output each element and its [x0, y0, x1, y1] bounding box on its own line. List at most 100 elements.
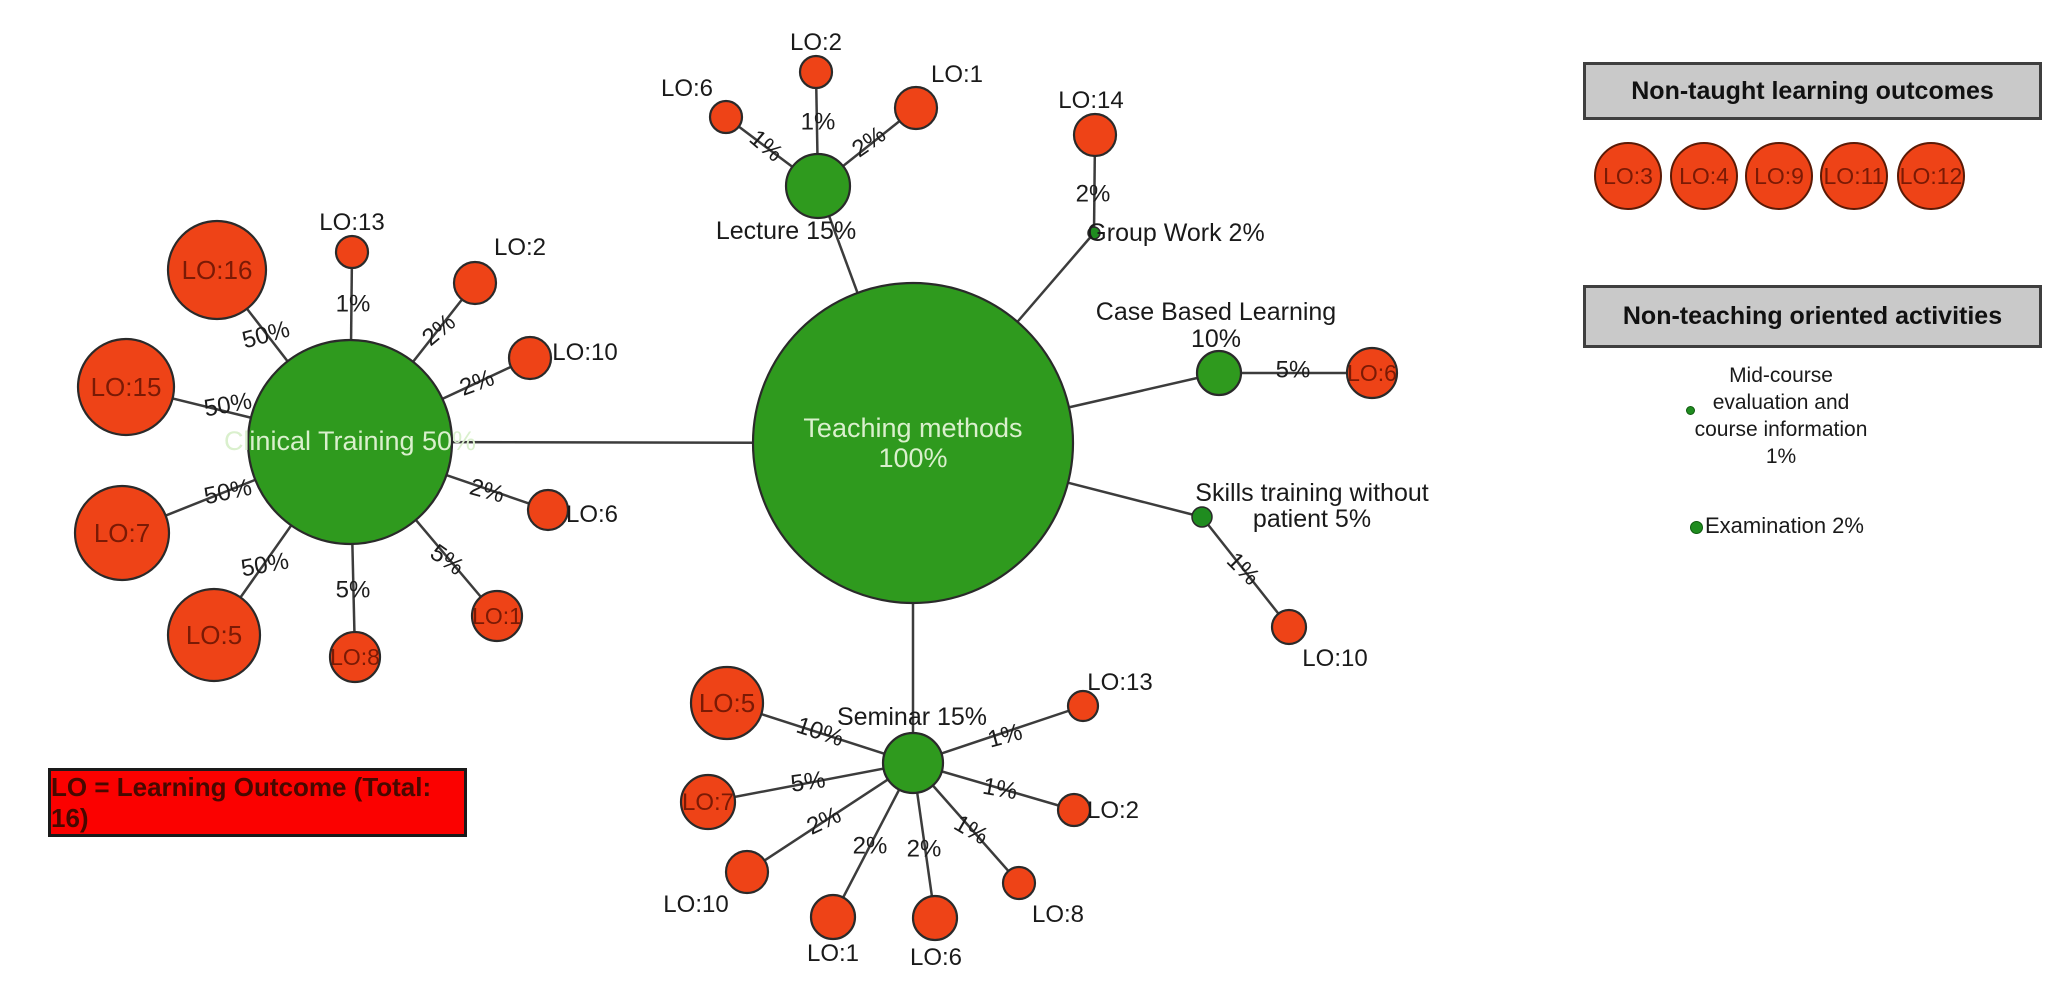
legend-non-taught-panel: Non-taught learning outcomes: [1583, 62, 2042, 120]
node-c10: [507, 335, 553, 381]
edge-seminar-m7: [707, 761, 914, 804]
node-label-c2: LO:2: [494, 234, 546, 261]
node-label-m6: LO:6: [910, 944, 962, 971]
edge-label-seminar-m13: 1%: [985, 718, 1025, 753]
node-label-m1: LO:1: [807, 940, 859, 967]
node-l1: [893, 85, 939, 131]
node-c15: [76, 337, 176, 437]
edge-label-ct-c10: 2%: [456, 364, 498, 401]
node-label-m8: LO:8: [1032, 901, 1084, 928]
edge-label-ct-c6: 2%: [467, 473, 507, 508]
node-label-lecture: Lecture 15%: [716, 217, 856, 245]
node-label-c7: LO:7: [94, 518, 150, 548]
edge-skills-s10: [1201, 516, 1290, 628]
node-m5: [689, 665, 765, 741]
edge-label-seminar-m7: 5%: [789, 766, 827, 798]
legend-outcome-lo3: LO:3: [1594, 142, 1662, 210]
node-m10: [724, 849, 770, 895]
node-label-seminar: Seminar 15%: [837, 703, 987, 731]
mid-course-dot-icon: [1686, 406, 1695, 415]
legend-non-teaching-title: Non-teaching oriented activities: [1622, 302, 2003, 330]
node-m13: [1066, 689, 1100, 723]
mid-course-line-1: Mid-course: [1729, 364, 1833, 387]
node-c13: [334, 234, 370, 270]
edge-label-seminar-m2: 1%: [981, 773, 1020, 806]
node-label-m7: LO:7: [682, 789, 734, 816]
legend-non-taught-title: Non-taught learning outcomes: [1631, 76, 1994, 105]
edge-label-seminar-m6: 2%: [907, 836, 942, 863]
edge-label-ct-c5: 50%: [239, 548, 291, 583]
node-ct: [246, 338, 454, 546]
edge-label-seminar-m10: 2%: [803, 801, 846, 840]
node-s10: [1270, 608, 1308, 646]
node-label-m10: LO:10: [663, 891, 728, 918]
edge-label-ct-c13: 1%: [336, 291, 371, 318]
node-c1: [470, 589, 524, 643]
edge-label-lecture-l6: 1%: [744, 125, 788, 168]
node-m8: [1001, 865, 1037, 901]
edge-label-lecture-l2: 1%: [801, 109, 836, 136]
node-label-cbl: Case Based Learning 10%: [1096, 298, 1336, 353]
legend-non-teaching-panel: Non-teaching oriented activities: [1583, 285, 2042, 348]
node-label-l6: LO:6: [661, 75, 713, 102]
node-label-skills: Skills training without patient 5%: [1195, 479, 1428, 533]
node-l2: [798, 54, 834, 90]
edge-label-seminar-m1: 2%: [853, 833, 888, 860]
node-label-c13: LO:13: [319, 209, 384, 236]
node-m1: [809, 893, 857, 941]
lo-footnote-text: LO = Learning Outcome (Total: 16): [51, 771, 432, 833]
node-label-s10: LO:10: [1302, 645, 1367, 672]
legend-outcome-lo11-label: LO:11: [1823, 162, 1885, 189]
legend-outcome-lo11: LO:11: [1820, 142, 1888, 210]
mid-course-line-2: evaluation and: [1712, 391, 1850, 414]
node-label-c10: LO:10: [552, 339, 617, 366]
node-cbl: [1195, 349, 1243, 397]
examination-dot-icon: [1690, 521, 1703, 534]
edge-label-ct-c8: 5%: [336, 577, 371, 604]
node-l6: [708, 99, 744, 135]
node-label-ct: Clinical Training 50%: [224, 426, 476, 456]
node-label-c5: LO:5: [186, 620, 242, 650]
legend-outcome-lo9-label: LO:9: [1754, 162, 1804, 189]
legend-outcome-lo4: LO:4: [1670, 142, 1738, 210]
mid-course-line-3: course information: [1694, 418, 1868, 441]
node-c16: [166, 219, 268, 321]
node-tm: [751, 281, 1075, 605]
node-label-gw14: LO:14: [1058, 87, 1123, 114]
node-c7: [73, 484, 171, 582]
edge-seminar-m10: [746, 761, 914, 874]
edge-label-gw-gw14: 2%: [1076, 181, 1111, 208]
node-m7: [679, 773, 737, 831]
node-label-cb6: LO:6: [1347, 360, 1397, 386]
node-m2: [1056, 792, 1092, 828]
node-c8: [328, 630, 382, 684]
node-label-l1: LO:1: [931, 61, 983, 88]
legend-outcome-lo3-label: LO:3: [1603, 162, 1653, 189]
edge-label-skills-s10: 1%: [1221, 547, 1265, 591]
edge-label-cbl-cb6: 5%: [1276, 357, 1311, 384]
node-cb6: [1345, 346, 1399, 400]
node-label-c8: LO:8: [330, 644, 380, 670]
node-c5: [166, 587, 262, 683]
node-label-m2: LO:2: [1087, 797, 1139, 824]
node-label-l2: LO:2: [790, 29, 842, 56]
node-label-tm: Teaching methods 100%: [803, 413, 1022, 473]
mid-course-label: Mid-course evaluation and course informa…: [1631, 362, 1931, 470]
node-label-m5: LO:5: [699, 688, 755, 718]
node-c6: [526, 488, 570, 532]
lo-footnote-box: LO = Learning Outcome (Total: 16): [48, 768, 467, 837]
edge-label-ct-c2: 2%: [417, 309, 461, 352]
node-lecture: [784, 152, 852, 220]
legend-outcome-lo12: LO:12: [1897, 142, 1965, 210]
legend-outcome-lo12-label: LO:12: [1899, 162, 1963, 189]
node-skills: [1191, 506, 1213, 528]
examination-label: Examination 2%: [1705, 513, 1864, 538]
node-m6: [911, 894, 959, 942]
node-label-c15: LO:15: [91, 372, 162, 402]
edge-label-ct-c7: 50%: [202, 474, 255, 510]
node-seminar: [881, 731, 945, 795]
legend-outcome-lo4-label: LO:4: [1679, 162, 1729, 189]
node-label-m13: LO:13: [1087, 669, 1152, 696]
